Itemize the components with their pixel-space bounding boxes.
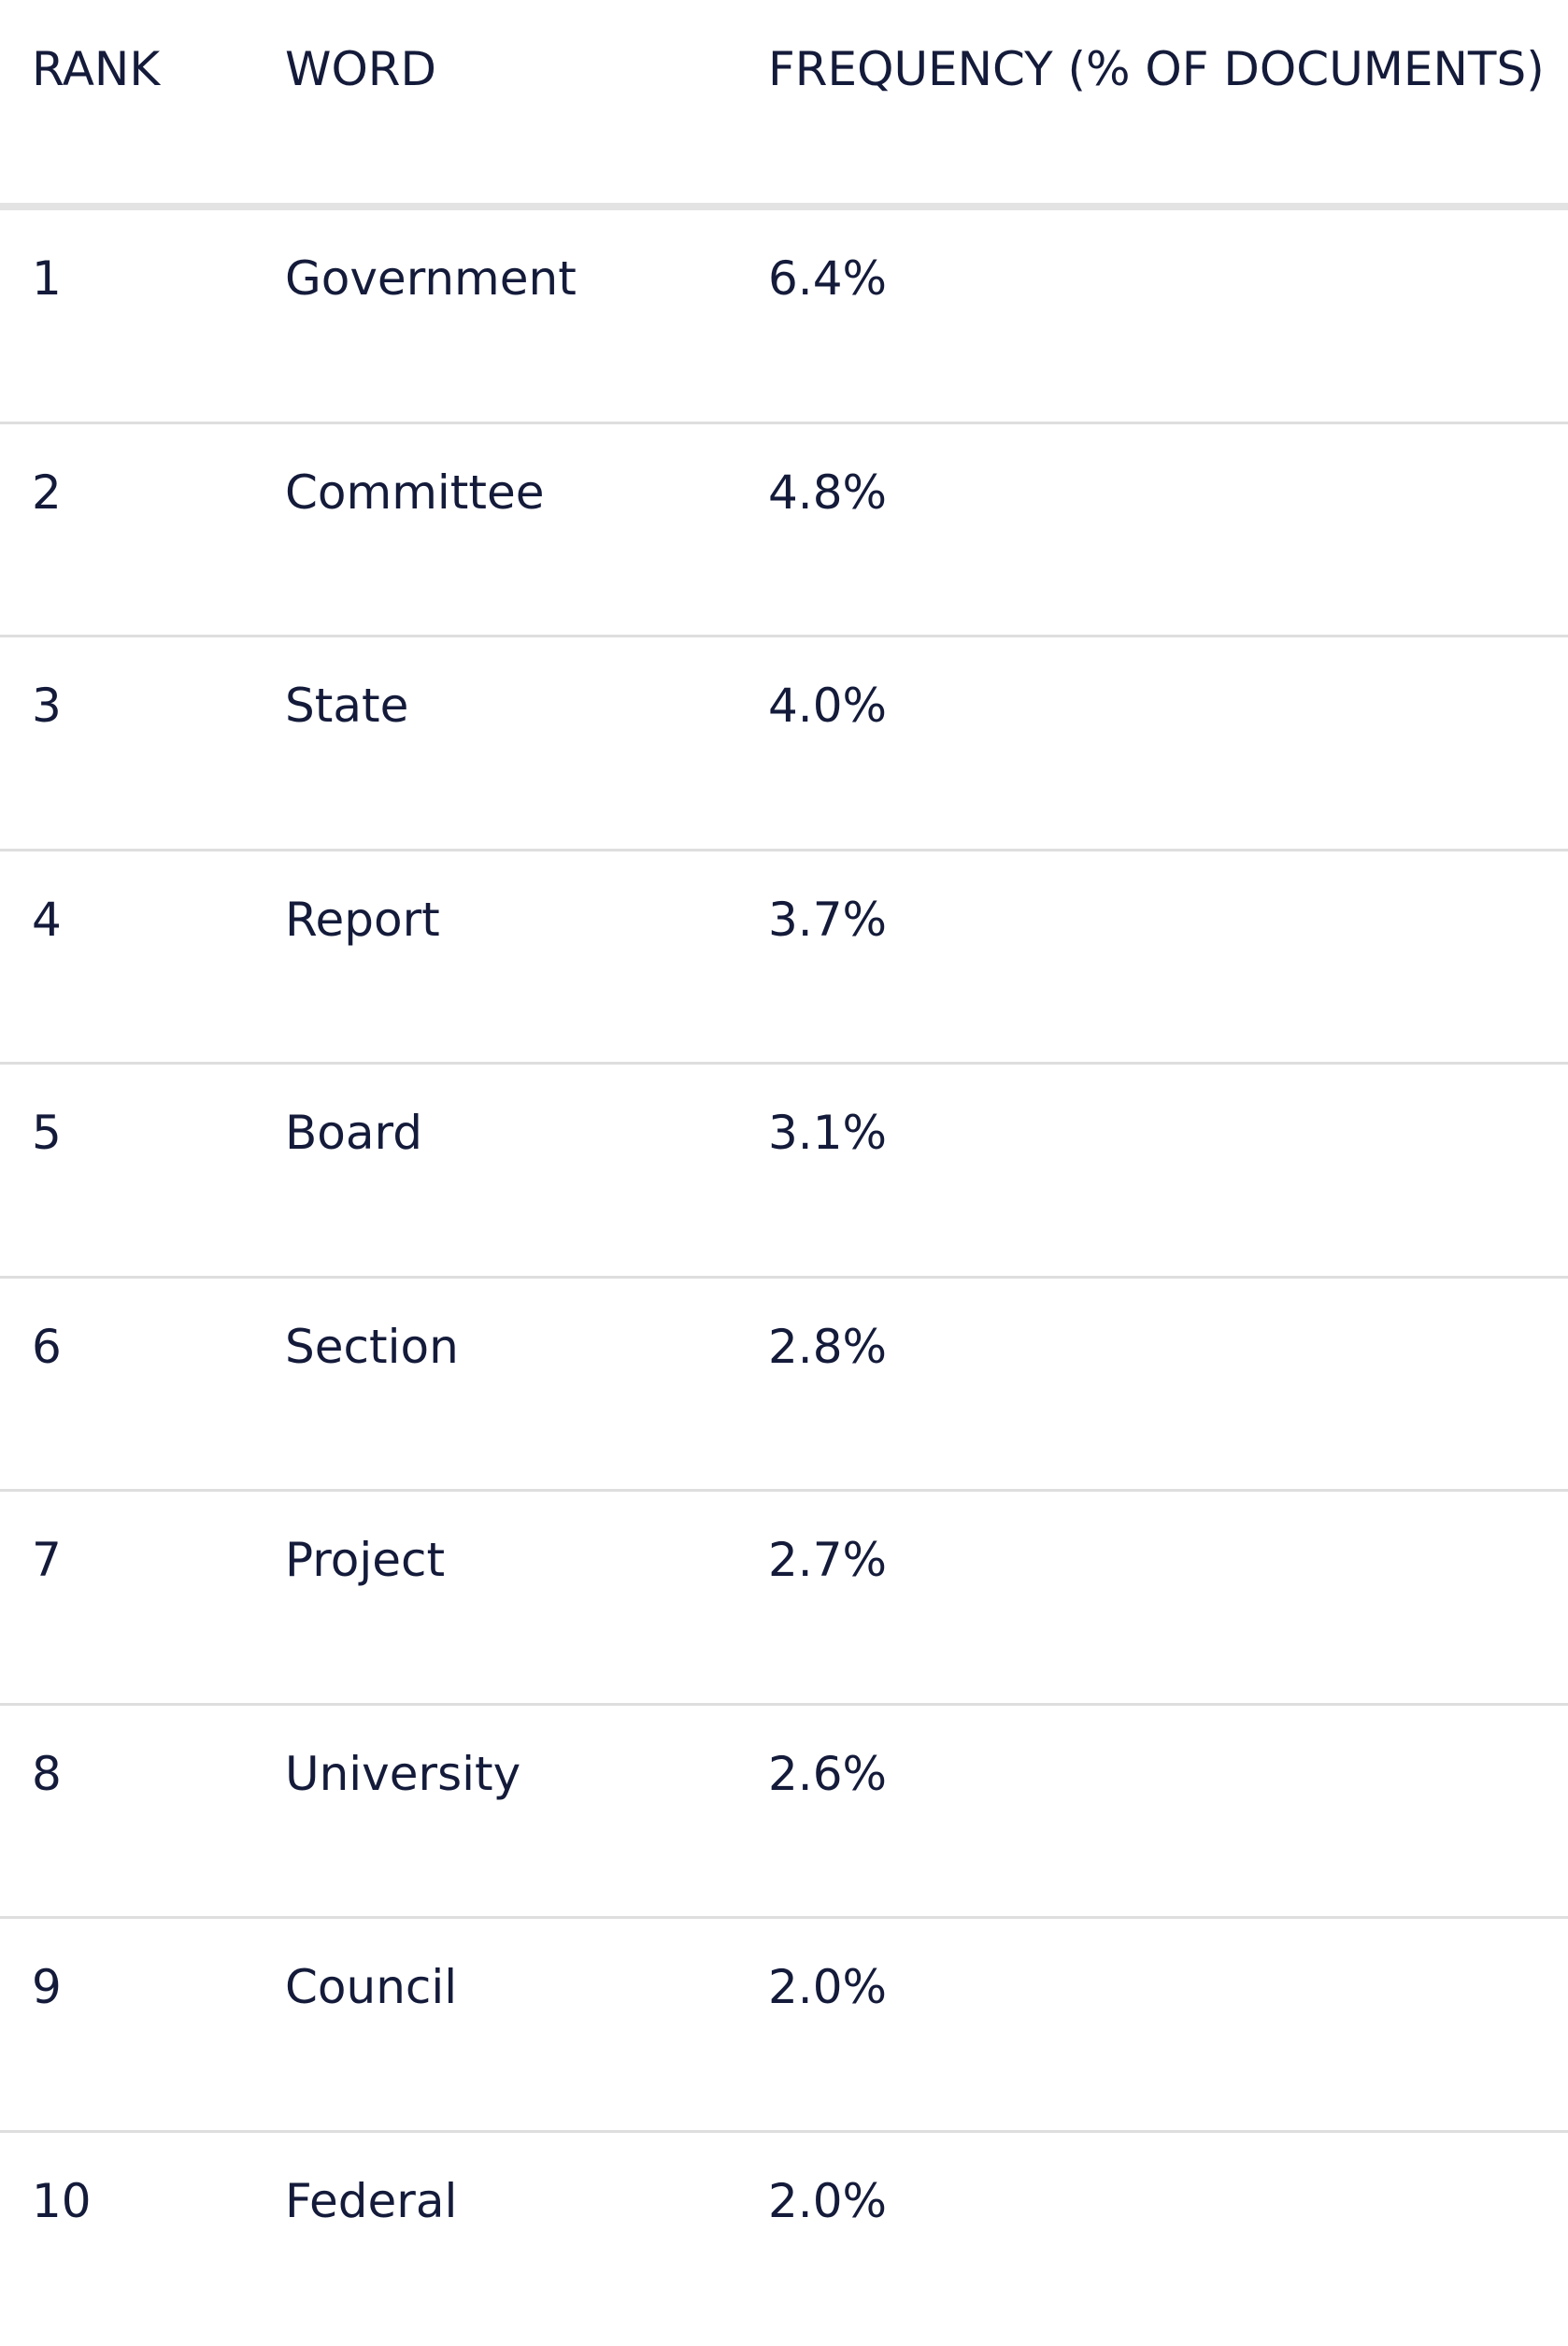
table-row: 4 Report 3.7% <box>0 851 1568 1066</box>
word-cell: Federal <box>285 2170 457 2232</box>
frequency-cell: 2.6% <box>768 1743 887 1805</box>
table-row: 7 Project 2.7% <box>0 1492 1568 1706</box>
word-cell: Section <box>285 1316 459 1378</box>
rank-cell: 9 <box>32 1956 62 2018</box>
frequency-cell: 3.1% <box>768 1102 887 1164</box>
frequency-cell: 2.0% <box>768 1956 887 2018</box>
word-cell: Council <box>285 1956 457 2018</box>
frequency-cell: 6.4% <box>768 248 887 309</box>
frequency-cell: 2.7% <box>768 1529 887 1591</box>
word-cell: State <box>285 675 408 737</box>
table-row: 2 Committee 4.8% <box>0 424 1568 638</box>
rank-cell: 4 <box>32 889 62 951</box>
word-cell: Report <box>285 889 440 951</box>
header-rank: RANK <box>32 39 160 99</box>
frequency-cell: 2.8% <box>768 1316 887 1378</box>
table-row: 1 Government 6.4% <box>0 210 1568 424</box>
table-row: 9 Council 2.0% <box>0 1919 1568 2133</box>
frequency-cell: 4.8% <box>768 462 887 523</box>
table-row: 3 State 4.0% <box>0 637 1568 851</box>
word-cell: Project <box>285 1529 445 1591</box>
table-row: 5 Board 3.1% <box>0 1065 1568 1279</box>
word-cell: Committee <box>285 462 545 523</box>
rank-cell: 3 <box>32 675 62 737</box>
header-frequency: FREQUENCY (% OF DOCUMENTS) <box>768 39 1545 99</box>
frequency-cell: 4.0% <box>768 675 887 737</box>
rank-cell: 6 <box>32 1316 62 1378</box>
rank-cell: 2 <box>32 462 62 523</box>
table-row: 6 Section 2.8% <box>0 1279 1568 1493</box>
frequency-cell: 3.7% <box>768 889 887 951</box>
frequency-cell: 2.0% <box>768 2170 887 2232</box>
rank-cell: 1 <box>32 248 62 309</box>
rank-cell: 8 <box>32 1743 62 1805</box>
word-cell: Board <box>285 1102 422 1164</box>
word-cell: Government <box>285 248 577 309</box>
word-cell: University <box>285 1743 520 1805</box>
table-row: 8 University 2.6% <box>0 1706 1568 1920</box>
rank-cell: 10 <box>32 2170 92 2232</box>
rank-cell: 5 <box>32 1102 62 1164</box>
rank-cell: 7 <box>32 1529 62 1591</box>
table-row: 10 Federal 2.0% <box>0 2133 1568 2346</box>
table-body: 1 Government 6.4% 2 Committee 4.8% 3 State 4.0% 4… <box>0 210 1568 2346</box>
header-word: WORD <box>285 39 436 99</box>
table-header-row: RANK WORD FREQUENCY (% OF DOCUMENTS) <box>0 0 1568 210</box>
